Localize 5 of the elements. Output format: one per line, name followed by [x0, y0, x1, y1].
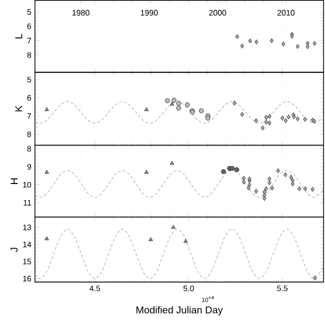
y-axis-title: K: [15, 106, 22, 112]
y-axis-title: J: [10, 248, 18, 252]
y-axis-title: H: [11, 178, 18, 184]
x-axis-title: Modified Julian Day: [136, 306, 224, 316]
y-axis-title: L: [15, 34, 22, 38]
